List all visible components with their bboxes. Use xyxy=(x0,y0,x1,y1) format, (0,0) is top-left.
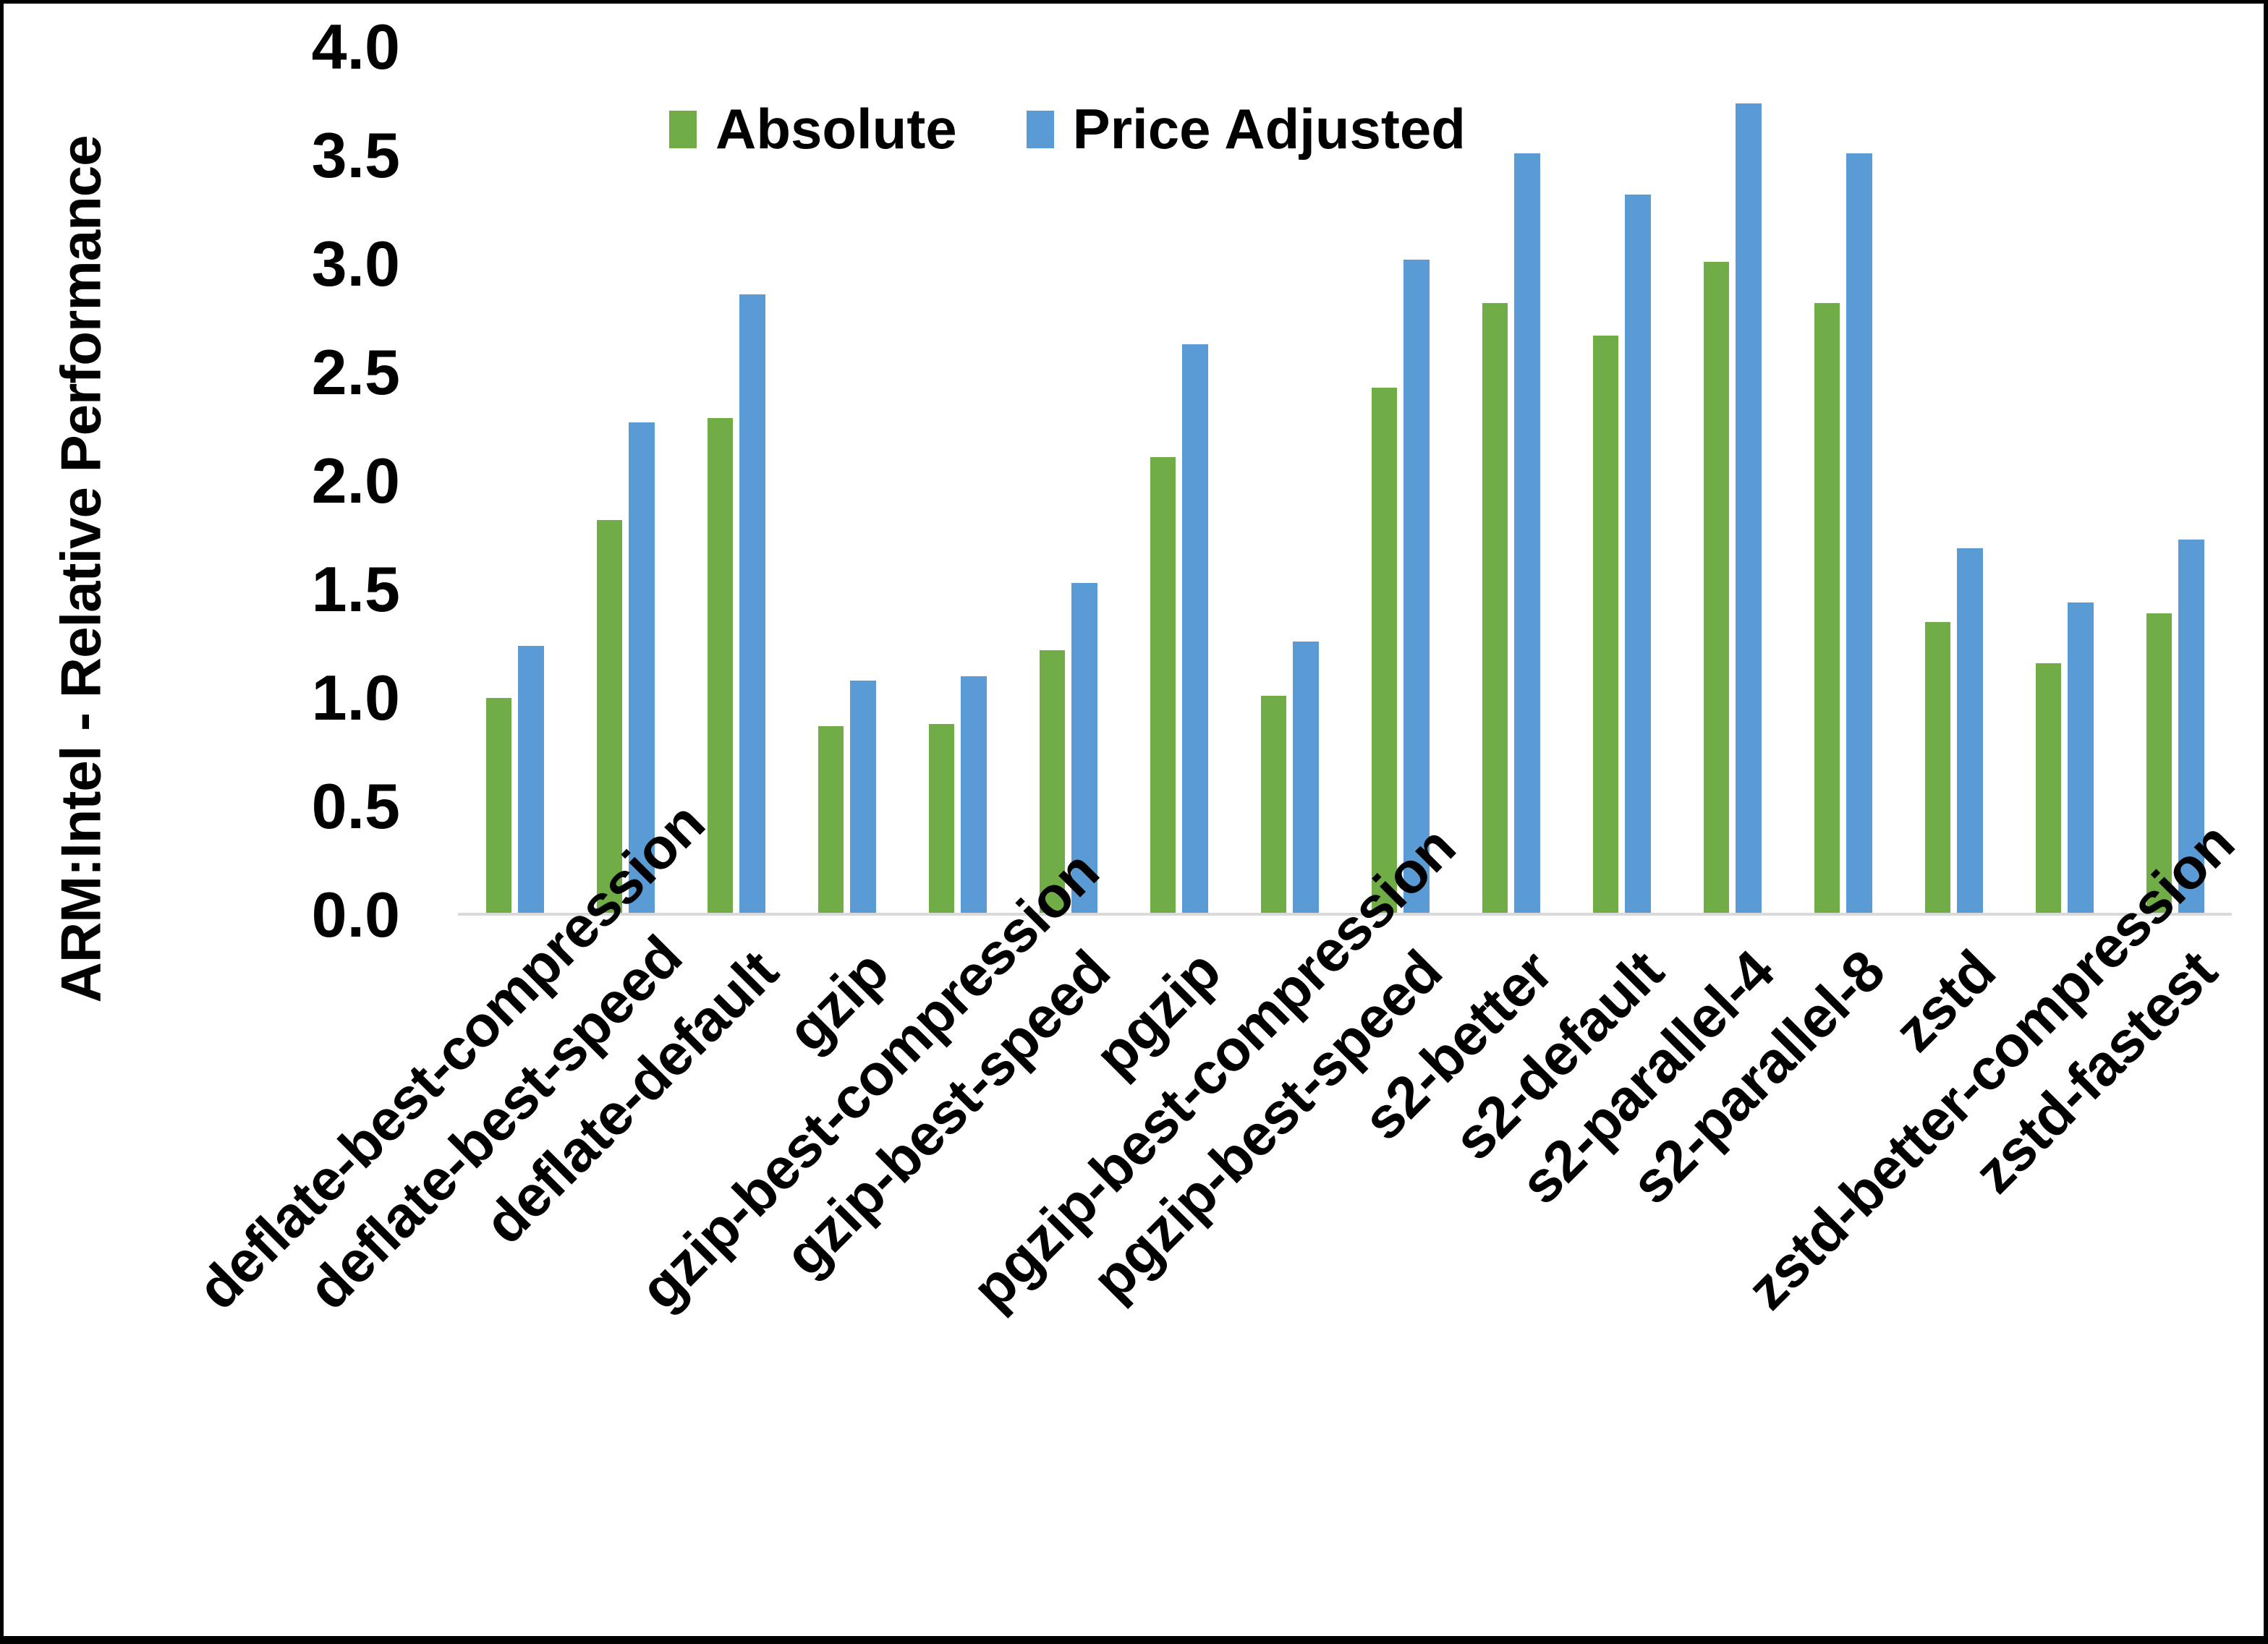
bar-absolute-pgzip-best-compression xyxy=(1261,696,1286,914)
bar-absolute-zstd-better-compression xyxy=(2036,663,2061,914)
bar-absolute-pgzip-best-speed xyxy=(1372,388,1397,914)
y-tick-label: 0.0 xyxy=(311,879,400,950)
bar-price-adjusted-gzip xyxy=(850,681,876,914)
y-tick-label: 1.5 xyxy=(311,553,400,625)
legend-swatch-price-adjusted xyxy=(1026,110,1054,148)
bar-price-adjusted-zstd xyxy=(1957,548,1983,914)
bar-absolute-gzip-best-speed xyxy=(1040,650,1065,914)
bar-price-adjusted-deflate-default xyxy=(739,294,765,914)
legend-swatch-absolute xyxy=(669,110,697,148)
bar-price-adjusted-s2-better xyxy=(1514,153,1540,914)
bar-price-adjusted-deflate-best-compression xyxy=(518,646,544,914)
bar-price-adjusted-gzip-best-compression xyxy=(961,676,987,914)
legend-item-absolute: Absolute xyxy=(669,96,957,162)
legend-item-price-adjusted: Price Adjusted xyxy=(1026,96,1466,162)
y-tick-label: 2.0 xyxy=(311,445,400,516)
legend: Absolute Price Adjusted xyxy=(669,96,1466,162)
y-tick-label: 1.0 xyxy=(311,662,400,733)
bar-absolute-pgzip xyxy=(1150,457,1176,914)
legend-label-absolute: Absolute xyxy=(715,97,957,161)
bar-absolute-s2-parallel-8 xyxy=(1814,303,1840,914)
bar-absolute-s2-default xyxy=(1593,336,1618,914)
bar-price-adjusted-zstd-better-compression xyxy=(2068,602,2094,914)
bar-absolute-gzip xyxy=(818,726,844,914)
bar-absolute-deflate-best-compression xyxy=(486,698,511,914)
y-tick-label: 4.0 xyxy=(311,11,400,82)
bar-absolute-deflate-best-speed xyxy=(597,520,622,914)
bar-price-adjusted-s2-parallel-4 xyxy=(1736,103,1762,914)
y-tick-label: 0.5 xyxy=(311,770,400,842)
y-axis-title: ARM:Intel - Relative Performance xyxy=(48,135,113,1003)
bar-price-adjusted-s2-default xyxy=(1625,195,1651,914)
bar-absolute-zstd xyxy=(1925,622,1950,914)
y-tick-label: 3.0 xyxy=(311,228,400,299)
bar-price-adjusted-pgzip xyxy=(1182,344,1208,914)
bar-price-adjusted-gzip-best-speed xyxy=(1071,583,1097,914)
bar-absolute-zstd-fastest xyxy=(2146,613,2172,914)
x-axis-line xyxy=(458,913,2232,916)
bar-absolute-s2-parallel-4 xyxy=(1704,262,1729,914)
bar-price-adjusted-zstd-fastest xyxy=(2178,540,2204,914)
bar-price-adjusted-pgzip-best-speed xyxy=(1403,260,1430,914)
bar-price-adjusted-pgzip-best-compression xyxy=(1293,642,1319,914)
bar-price-adjusted-deflate-best-speed xyxy=(629,422,655,914)
bar-price-adjusted-s2-parallel-8 xyxy=(1846,153,1872,914)
bar-absolute-s2-better xyxy=(1482,303,1508,914)
legend-label-price-adjusted: Price Adjusted xyxy=(1072,97,1466,161)
bar-absolute-gzip-best-compression xyxy=(929,724,954,914)
bar-absolute-deflate-default xyxy=(708,418,733,914)
y-tick-label: 3.5 xyxy=(311,119,400,191)
y-tick-label: 2.5 xyxy=(311,336,400,408)
